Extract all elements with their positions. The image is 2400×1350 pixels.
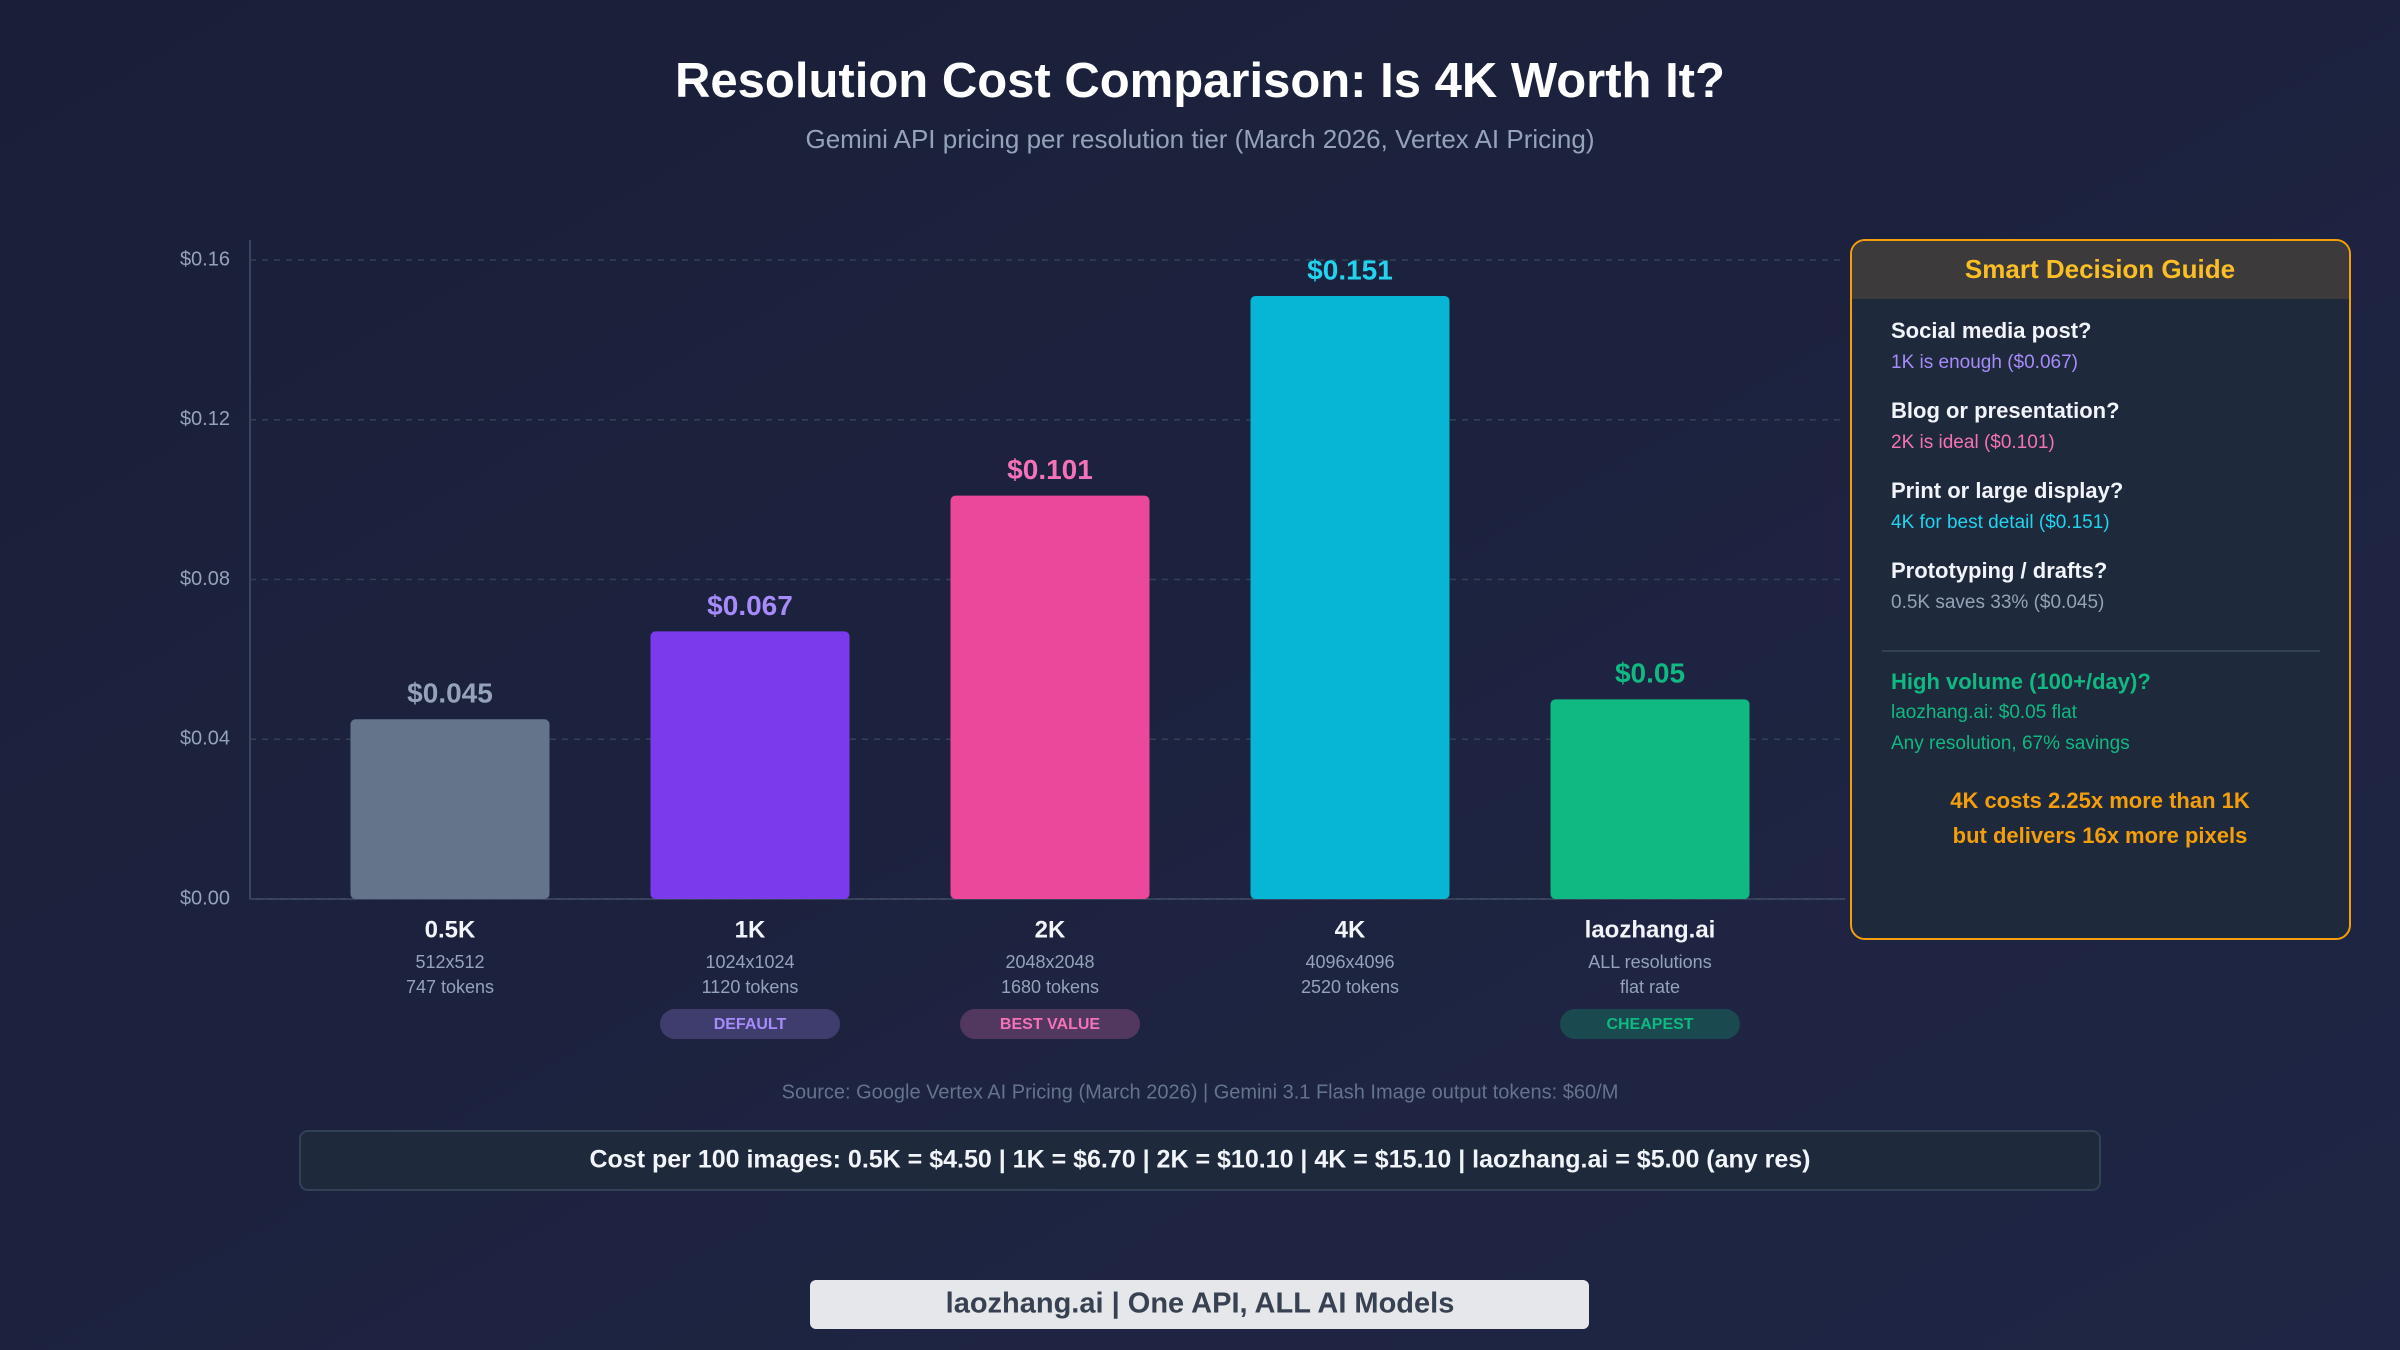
guide-answer: 1K is enough ($0.067): [1891, 352, 2078, 373]
y-tick-label: $0.12: [180, 408, 230, 430]
guide-question: Prototyping / drafts?: [1891, 558, 2107, 583]
bar: [1550, 699, 1750, 899]
y-tick-label: $0.04: [180, 728, 230, 750]
source-note: Source: Google Vertex AI Pricing (March …: [782, 1081, 1619, 1103]
x-tick-label: 2K: [1035, 916, 1066, 943]
bar: [350, 719, 550, 899]
x-tick-label: 4K: [1335, 916, 1366, 943]
guide-answer: 2K is ideal ($0.101): [1891, 432, 2055, 453]
category-detail: 1024x1024: [705, 952, 794, 972]
guide-note: 4K costs 2.25x more than 1K: [1950, 788, 2250, 813]
guide-panel: [1850, 239, 2351, 940]
guide-answer: 4K for best detail ($0.151): [1891, 512, 2110, 533]
category-detail: flat rate: [1620, 977, 1680, 997]
value-label: $0.05: [1615, 658, 1685, 689]
bar: [950, 495, 1150, 899]
category-detail: 2048x2048: [1005, 952, 1094, 972]
value-label: $0.045: [407, 678, 493, 709]
guide-highlight-line: laozhang.ai: $0.05 flat: [1891, 702, 2078, 723]
badge-label: BEST VALUE: [1000, 1016, 1100, 1033]
badge-label: CHEAPEST: [1606, 1016, 1693, 1033]
value-label: $0.151: [1307, 254, 1393, 285]
badge: [660, 1009, 840, 1039]
summary-text: Cost per 100 images: 0.5K = $4.50 | 1K =…: [589, 1146, 1810, 1174]
summary-box: [299, 1130, 2101, 1191]
category-detail: 2520 tokens: [1301, 977, 1399, 997]
value-label: $0.067: [707, 590, 793, 621]
guide-answer: 0.5K saves 33% ($0.045): [1891, 592, 2104, 613]
category-detail: ALL resolutions: [1588, 952, 1711, 972]
guide-note: but delivers 16x more pixels: [1953, 823, 2248, 848]
footer-text: laozhang.ai | One API, ALL AI Models: [946, 1288, 1455, 1320]
guide-header: [1852, 241, 2349, 299]
x-tick-label: 0.5K: [425, 916, 476, 943]
guide-title: Smart Decision Guide: [1965, 254, 2235, 284]
guide-question: Blog or presentation?: [1891, 398, 2120, 423]
guide-highlight-question: High volume (100+/day)?: [1891, 669, 2151, 694]
category-detail: 1120 tokens: [702, 977, 799, 997]
y-tick-label: $0.00: [180, 887, 230, 909]
chart-subtitle: Gemini API pricing per resolution tier (…: [805, 124, 1594, 154]
y-tick-label: $0.08: [180, 568, 230, 590]
bar: [650, 631, 850, 899]
category-detail: 4096x4096: [1305, 952, 1394, 972]
value-label: $0.101: [1007, 454, 1093, 485]
footer-box: [810, 1280, 1589, 1329]
badge: [1560, 1009, 1740, 1039]
category-detail: 1680 tokens: [1001, 977, 1099, 997]
badge: [960, 1009, 1140, 1039]
chart-title: Resolution Cost Comparison: Is 4K Worth …: [675, 54, 1725, 108]
x-tick-label: laozhang.ai: [1585, 916, 1716, 943]
guide-question: Print or large display?: [1891, 478, 2123, 503]
badge-label: DEFAULT: [714, 1016, 787, 1033]
category-detail: 512x512: [415, 952, 484, 972]
y-tick-label: $0.16: [180, 248, 230, 270]
guide-question: Social media post?: [1891, 318, 2092, 343]
bar: [1250, 295, 1450, 900]
x-tick-label: 1K: [735, 916, 766, 943]
category-detail: 747 tokens: [406, 977, 494, 997]
guide-highlight-line: Any resolution, 67% savings: [1891, 733, 2130, 754]
